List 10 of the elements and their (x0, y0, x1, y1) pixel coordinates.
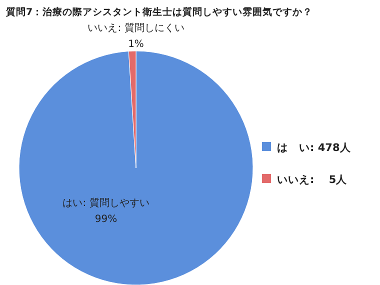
legend-item: は い: 478人 (262, 142, 351, 154)
pie-slice (18, 50, 254, 285)
legend-item: いいえ: 5人 (262, 174, 348, 186)
text: いいえ: 質問しにくい (88, 22, 184, 34)
legend-label: いいえ: 5人 (277, 174, 348, 186)
chart-title: 質問7：治療の際アシスタント衛生士は質問しやすい雰囲気ですか？ (5, 6, 313, 18)
text: はい: 質問しやすい (62, 197, 150, 209)
data-label: 99% (94, 214, 118, 225)
data-label: 1% (128, 39, 144, 50)
legend-label: は い: 478人 (277, 142, 352, 154)
